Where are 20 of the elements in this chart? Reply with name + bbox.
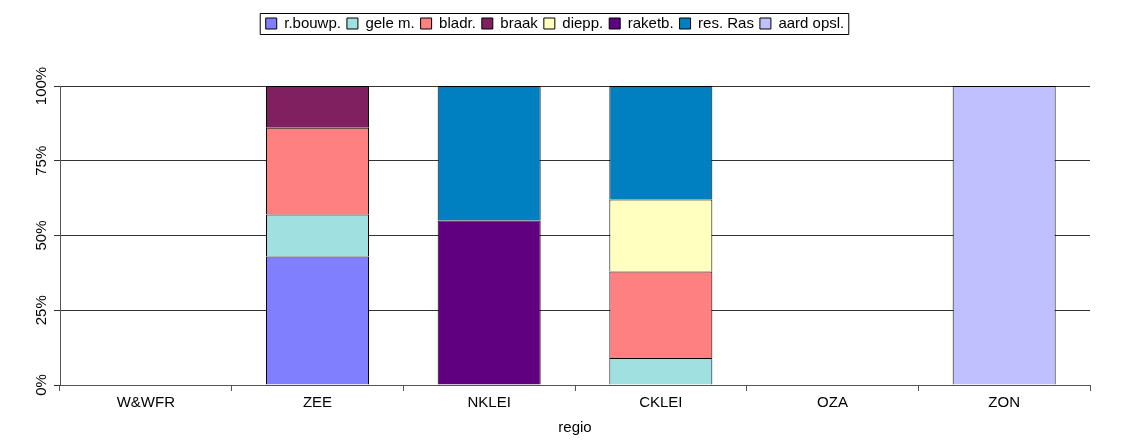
y-tick-label: 25%: [32, 295, 50, 326]
x-tick-label: OZA: [817, 393, 848, 411]
y-tick-label: 0%: [32, 374, 50, 396]
legend-label: raketb.: [627, 13, 674, 31]
y-tick-label: 75%: [32, 145, 50, 176]
legend-label: aard opsl.: [778, 13, 845, 31]
x-tick-label: ZON: [988, 393, 1020, 411]
legend-label: res. Ras: [698, 13, 754, 31]
legend-label: r.bouwp.: [284, 13, 341, 31]
y-tick-label: 50%: [32, 220, 50, 251]
x-axis-title: regio: [558, 418, 592, 436]
legend-label: bladr.: [439, 13, 476, 31]
x-tick-label: NKLEI: [467, 393, 511, 411]
legend-label: gele m.: [365, 13, 415, 31]
x-tick-label: CKLEI: [639, 393, 683, 411]
legend-label: braak: [500, 13, 539, 31]
x-tick-label: ZEE: [302, 393, 333, 411]
y-tick-label: 100%: [32, 66, 50, 106]
x-tick-label: W&WFR: [116, 393, 176, 411]
legend-label: diepp.: [562, 13, 604, 31]
